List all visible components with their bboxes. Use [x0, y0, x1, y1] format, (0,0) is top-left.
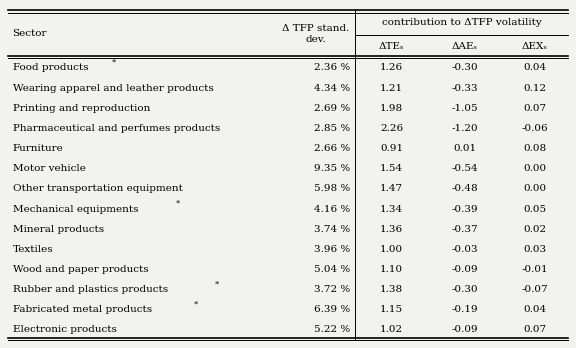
- Text: *: *: [194, 301, 198, 309]
- Text: 0.00: 0.00: [523, 184, 546, 193]
- Text: Pharmaceutical and perfumes products: Pharmaceutical and perfumes products: [13, 124, 220, 133]
- Text: 1.47: 1.47: [380, 184, 403, 193]
- Text: -0.33: -0.33: [451, 84, 478, 93]
- Text: Rubber and plastics products: Rubber and plastics products: [13, 285, 168, 294]
- Text: Sector: Sector: [13, 30, 47, 38]
- Text: Fabricated metal products: Fabricated metal products: [13, 305, 151, 314]
- Text: -0.03: -0.03: [451, 245, 478, 254]
- Text: 1.36: 1.36: [380, 225, 403, 234]
- Text: -0.48: -0.48: [451, 184, 478, 193]
- Text: 3.72 %: 3.72 %: [314, 285, 350, 294]
- Text: 0.04: 0.04: [523, 63, 546, 72]
- Text: Printing and reproduction: Printing and reproduction: [13, 104, 150, 113]
- Text: 3.74 %: 3.74 %: [314, 225, 350, 234]
- Text: ΔAEₛ: ΔAEₛ: [452, 42, 478, 51]
- Text: 1.38: 1.38: [380, 285, 403, 294]
- Text: 1.54: 1.54: [380, 164, 403, 173]
- Text: 1.98: 1.98: [380, 104, 403, 113]
- Text: 1.21: 1.21: [380, 84, 403, 93]
- Text: 0.04: 0.04: [523, 305, 546, 314]
- Text: -0.54: -0.54: [451, 164, 478, 173]
- Text: Furniture: Furniture: [13, 144, 63, 153]
- Text: 2.85 %: 2.85 %: [314, 124, 350, 133]
- Text: Motor vehicle: Motor vehicle: [13, 164, 85, 173]
- Text: Food products: Food products: [13, 63, 88, 72]
- Text: -0.30: -0.30: [451, 285, 478, 294]
- Text: 2.36 %: 2.36 %: [314, 63, 350, 72]
- Text: 0.08: 0.08: [523, 144, 546, 153]
- Text: 2.26: 2.26: [380, 124, 403, 133]
- Text: -1.05: -1.05: [451, 104, 478, 113]
- Text: 4.34 %: 4.34 %: [314, 84, 350, 93]
- Text: 2.66 %: 2.66 %: [314, 144, 350, 153]
- Text: 3.96 %: 3.96 %: [314, 245, 350, 254]
- Text: 0.91: 0.91: [380, 144, 403, 153]
- Text: Other transportation equipment: Other transportation equipment: [13, 184, 183, 193]
- Text: Mineral products: Mineral products: [13, 225, 104, 234]
- Text: -0.01: -0.01: [521, 265, 548, 274]
- Text: *: *: [176, 200, 180, 208]
- Text: -0.09: -0.09: [451, 265, 478, 274]
- Text: Electronic products: Electronic products: [13, 325, 116, 334]
- Text: ΔTEₛ: ΔTEₛ: [379, 42, 404, 51]
- Text: 0.12: 0.12: [523, 84, 546, 93]
- Text: 1.02: 1.02: [380, 325, 403, 334]
- Text: -0.30: -0.30: [451, 63, 478, 72]
- Text: Mechanical equipments: Mechanical equipments: [13, 205, 138, 214]
- Text: 5.22 %: 5.22 %: [314, 325, 350, 334]
- Text: 5.98 %: 5.98 %: [314, 184, 350, 193]
- Text: 6.39 %: 6.39 %: [314, 305, 350, 314]
- Text: 1.34: 1.34: [380, 205, 403, 214]
- Text: 1.26: 1.26: [380, 63, 403, 72]
- Text: 9.35 %: 9.35 %: [314, 164, 350, 173]
- Text: 1.10: 1.10: [380, 265, 403, 274]
- Text: -1.20: -1.20: [451, 124, 478, 133]
- Text: ΔEXₛ: ΔEXₛ: [522, 42, 547, 51]
- Text: 4.16 %: 4.16 %: [314, 205, 350, 214]
- Text: -0.09: -0.09: [451, 325, 478, 334]
- Text: *: *: [214, 280, 219, 288]
- Text: Wood and paper products: Wood and paper products: [13, 265, 148, 274]
- Text: -0.06: -0.06: [521, 124, 548, 133]
- Text: Wearing apparel and leather products: Wearing apparel and leather products: [13, 84, 213, 93]
- Text: -0.19: -0.19: [451, 305, 478, 314]
- Text: 0.03: 0.03: [523, 245, 546, 254]
- Text: 0.05: 0.05: [523, 205, 546, 214]
- Text: 1.15: 1.15: [380, 305, 403, 314]
- Text: 0.01: 0.01: [453, 144, 476, 153]
- Text: contribution to ΔTFP volatility: contribution to ΔTFP volatility: [382, 18, 541, 27]
- Text: -0.39: -0.39: [451, 205, 478, 214]
- Text: 0.07: 0.07: [523, 104, 546, 113]
- Text: 5.04 %: 5.04 %: [314, 265, 350, 274]
- Text: 2.69 %: 2.69 %: [314, 104, 350, 113]
- Text: -0.07: -0.07: [521, 285, 548, 294]
- Text: -0.37: -0.37: [451, 225, 478, 234]
- Text: 0.07: 0.07: [523, 325, 546, 334]
- Text: 0.00: 0.00: [523, 164, 546, 173]
- Text: 0.02: 0.02: [523, 225, 546, 234]
- Text: *: *: [112, 59, 116, 67]
- Text: Textiles: Textiles: [13, 245, 53, 254]
- Text: 1.00: 1.00: [380, 245, 403, 254]
- Text: Δ TFP stand.
dev.: Δ TFP stand. dev.: [282, 24, 349, 44]
